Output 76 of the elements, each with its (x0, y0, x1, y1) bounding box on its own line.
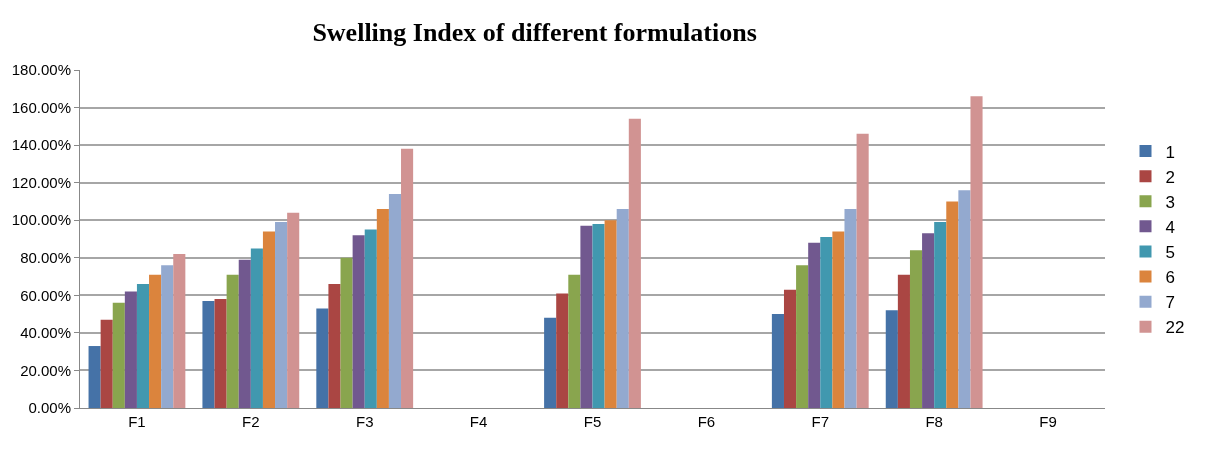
bar (401, 148, 414, 408)
bar (275, 222, 288, 408)
bar (316, 308, 329, 408)
x-tick-label: F8 (925, 413, 943, 430)
bar (783, 289, 797, 408)
y-tick-label: 80.00% (20, 249, 71, 267)
bar (238, 259, 251, 408)
bar (832, 231, 845, 408)
x-tick-label: F1 (128, 413, 146, 430)
bar (100, 319, 113, 408)
bar (112, 302, 125, 408)
bar (897, 274, 910, 408)
legend-label: 7 (1165, 293, 1175, 313)
bar (352, 235, 365, 408)
bar (340, 257, 353, 408)
x-tick-label: F4 (469, 413, 488, 430)
bar (202, 300, 215, 408)
y-tick-label: 120.00% (11, 173, 71, 191)
bar (580, 225, 593, 408)
bar (958, 190, 971, 408)
legend-label: 5 (1165, 243, 1175, 263)
bar (946, 201, 959, 408)
y-tick-label: 40.00% (20, 324, 71, 342)
y-tick-label: 160.00% (11, 98, 71, 116)
bar (820, 237, 833, 408)
x-tick-label: F2 (242, 413, 260, 430)
bar (149, 274, 162, 408)
bar (592, 223, 605, 408)
y-tick-label: 140.00% (11, 136, 71, 154)
bar (934, 222, 947, 408)
bar (88, 346, 101, 408)
bar (556, 293, 569, 408)
bar (628, 118, 641, 408)
bar (287, 212, 300, 408)
bar (771, 314, 784, 408)
legend-label: 6 (1165, 268, 1175, 288)
bar (909, 250, 923, 408)
y-tick-label: 180.00% (11, 61, 71, 79)
x-tick-label: F5 (583, 413, 602, 430)
bar (161, 265, 174, 408)
bar (328, 284, 341, 408)
bar (214, 299, 227, 408)
bar (970, 96, 983, 408)
bar (544, 317, 557, 408)
y-tick-label: 0.00% (28, 399, 71, 417)
x-tick-label: F6 (697, 413, 716, 430)
bar (844, 208, 857, 408)
bar (250, 248, 263, 408)
bar (376, 208, 389, 408)
legend-label: 3 (1165, 192, 1175, 212)
y-tick-label: 100.00% (11, 211, 71, 229)
bar (616, 208, 629, 408)
bar (124, 291, 137, 408)
y-tick-label: 20.00% (20, 361, 71, 379)
bar (136, 284, 150, 408)
bar (568, 274, 581, 408)
bar (604, 220, 617, 408)
bar (364, 229, 377, 408)
bar (388, 193, 402, 408)
bar (856, 133, 869, 408)
legend-label: 22 (1165, 318, 1185, 338)
bar (262, 231, 276, 408)
legend-label: 1 (1165, 142, 1175, 162)
y-tick-label: 60.00% (20, 286, 71, 304)
x-tick-label: F9 (1039, 413, 1057, 430)
x-tick-label: F7 (811, 413, 830, 430)
bar (173, 254, 186, 408)
legend-label: 4 (1165, 217, 1175, 237)
chart-title: Swelling Index of different formulations (312, 18, 757, 48)
legend-label: 2 (1165, 167, 1175, 187)
bar (885, 310, 898, 408)
bar (922, 233, 935, 408)
bar (226, 274, 239, 408)
bar (796, 265, 809, 408)
bar (808, 242, 821, 408)
x-tick-label: F3 (355, 413, 374, 430)
